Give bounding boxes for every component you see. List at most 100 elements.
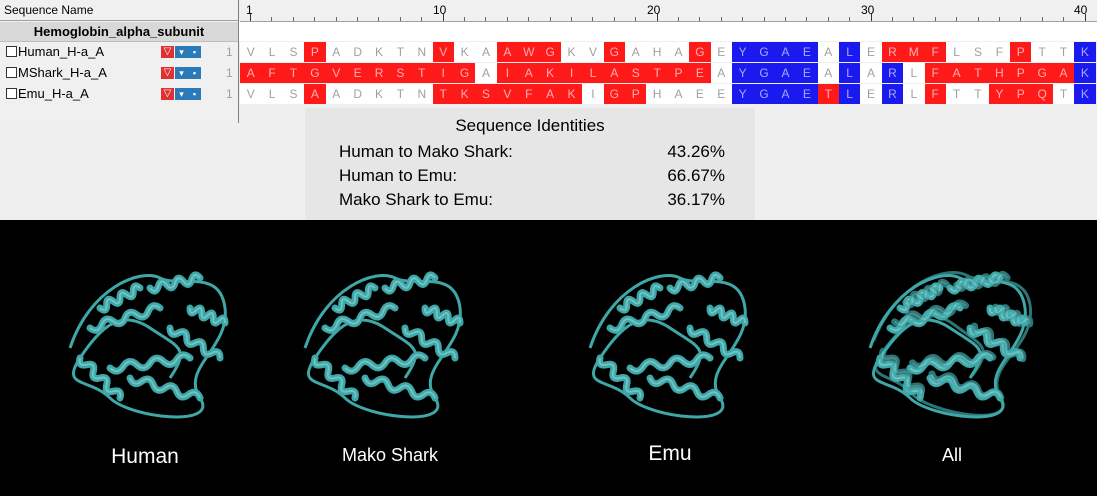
residue-cell[interactable]: L — [582, 63, 604, 83]
residue-cell[interactable]: A — [1052, 63, 1075, 83]
residue-cell[interactable]: A — [475, 63, 497, 83]
residue-cell[interactable]: A — [817, 63, 839, 83]
residue-cell[interactable]: E — [860, 42, 882, 62]
residue-cell[interactable]: Y — [731, 84, 754, 104]
residue-cell[interactable]: G — [753, 84, 775, 104]
residue-cell[interactable]: A — [774, 84, 797, 104]
residue-cell[interactable]: A — [325, 84, 347, 104]
residue-cell[interactable]: H — [646, 42, 668, 62]
residue-cell[interactable]: G — [304, 63, 326, 83]
residue-cell[interactable]: L — [838, 42, 861, 62]
residue-cell[interactable]: D — [346, 84, 369, 104]
residue-cell[interactable]: D — [346, 42, 369, 62]
residue-cell[interactable]: G — [539, 42, 561, 62]
residue-cell[interactable]: K — [560, 84, 583, 104]
residue-cell[interactable]: S — [967, 42, 989, 62]
residue-cell[interactable]: L — [903, 63, 925, 83]
residue-cell[interactable]: E — [796, 63, 818, 83]
residue-cell[interactable]: G — [1031, 63, 1053, 83]
residue-cell[interactable]: P — [1010, 42, 1032, 62]
residue-cell[interactable]: T — [646, 63, 668, 83]
residue-cell[interactable]: F — [261, 63, 283, 83]
residue-cell[interactable]: A — [603, 63, 626, 83]
residue-cell[interactable]: G — [753, 63, 775, 83]
sequence-checkbox[interactable] — [6, 67, 17, 78]
residue-cell[interactable]: L — [903, 84, 925, 104]
residue-cell[interactable]: S — [625, 63, 647, 83]
residue-cell[interactable]: F — [518, 84, 540, 104]
sequence-row-emu[interactable]: Emu_H-a_A ▽ ▾ ▪ 1 — [0, 84, 238, 104]
sequence-name-header[interactable]: Sequence Name — [0, 0, 238, 21]
residue-cell[interactable]: L — [838, 84, 861, 104]
residue-cell[interactable]: T — [389, 42, 412, 62]
residue-cell[interactable]: E — [689, 84, 711, 104]
sequence-row-mshark[interactable]: MShark_H-a_A ▽ ▾ ▪ 1 — [0, 63, 238, 83]
residue-cell[interactable]: V — [432, 42, 454, 62]
residue-cell[interactable]: Y — [731, 42, 754, 62]
residue-cell[interactable]: N — [411, 42, 433, 62]
residue-cell[interactable]: A — [475, 42, 497, 62]
residue-cell[interactable]: A — [817, 42, 839, 62]
residue-cell[interactable]: A — [240, 63, 262, 83]
residue-cell[interactable]: F — [924, 84, 946, 104]
residue-cell[interactable]: E — [710, 84, 732, 104]
residue-cell[interactable]: Y — [988, 84, 1011, 104]
residue-cell[interactable]: K — [1074, 63, 1096, 83]
residue-cell[interactable]: P — [304, 42, 326, 62]
residue-cell[interactable]: N — [411, 84, 433, 104]
residue-cell[interactable]: A — [625, 42, 647, 62]
residue-cell[interactable]: A — [774, 42, 797, 62]
residue-cell[interactable]: A — [945, 63, 968, 83]
residue-cell[interactable]: T — [411, 63, 433, 83]
residue-cell[interactable]: A — [518, 63, 540, 83]
residue-cell[interactable]: L — [945, 42, 968, 62]
residue-cell[interactable]: V — [240, 42, 262, 62]
residue-cell[interactable]: A — [710, 63, 732, 83]
residue-cell[interactable]: T — [967, 84, 989, 104]
residue-cell[interactable]: T — [389, 84, 412, 104]
residue-cell[interactable]: P — [1010, 63, 1032, 83]
residue-cell[interactable]: K — [368, 42, 390, 62]
residue-cell[interactable]: K — [453, 42, 476, 62]
residue-cell[interactable]: V — [496, 84, 519, 104]
residue-cell[interactable]: L — [838, 63, 861, 83]
residue-cell[interactable]: K — [368, 84, 390, 104]
residue-cell[interactable]: S — [282, 84, 305, 104]
residue-cell[interactable]: K — [1074, 84, 1096, 104]
residue-cell[interactable]: V — [582, 42, 604, 62]
residue-cell[interactable]: Q — [1031, 84, 1053, 104]
residue-cell[interactable]: V — [240, 84, 262, 104]
residue-cell[interactable]: Y — [731, 63, 754, 83]
residue-cell[interactable]: I — [496, 63, 519, 83]
sequence-row-human[interactable]: Human_H-a_A ▽ ▾ ▪ 1 — [0, 42, 238, 62]
residue-cell[interactable]: F — [924, 63, 946, 83]
residue-cell[interactable]: L — [261, 42, 283, 62]
residue-cell[interactable]: V — [325, 63, 347, 83]
residue-cell[interactable]: S — [475, 84, 497, 104]
residue-cell[interactable]: E — [796, 42, 818, 62]
residue-cell[interactable]: W — [518, 42, 540, 62]
residue-cell[interactable]: P — [667, 63, 690, 83]
residue-cell[interactable]: M — [903, 42, 925, 62]
residue-cell[interactable]: K — [539, 63, 561, 83]
residue-cell[interactable]: R — [881, 63, 904, 83]
residue-cell[interactable]: S — [282, 42, 305, 62]
residue-cell[interactable]: F — [988, 42, 1011, 62]
residue-cell[interactable]: F — [924, 42, 946, 62]
residue-cell[interactable]: S — [389, 63, 412, 83]
residue-cell[interactable]: E — [689, 63, 711, 83]
residue-cell[interactable]: A — [496, 42, 519, 62]
residue-cell[interactable]: E — [860, 84, 882, 104]
residue-cell[interactable]: I — [432, 63, 454, 83]
residue-cell[interactable]: P — [625, 84, 647, 104]
residue-cell[interactable]: A — [667, 84, 690, 104]
residue-cell[interactable]: T — [282, 63, 305, 83]
residue-cell[interactable]: E — [346, 63, 369, 83]
residue-cell[interactable]: T — [1052, 42, 1075, 62]
residue-cell[interactable]: K — [560, 42, 583, 62]
residue-cell[interactable]: T — [817, 84, 839, 104]
residue-cell[interactable]: H — [988, 63, 1011, 83]
residue-cell[interactable]: T — [432, 84, 454, 104]
residue-cell[interactable]: K — [1074, 42, 1096, 62]
residue-cell[interactable]: T — [945, 84, 968, 104]
